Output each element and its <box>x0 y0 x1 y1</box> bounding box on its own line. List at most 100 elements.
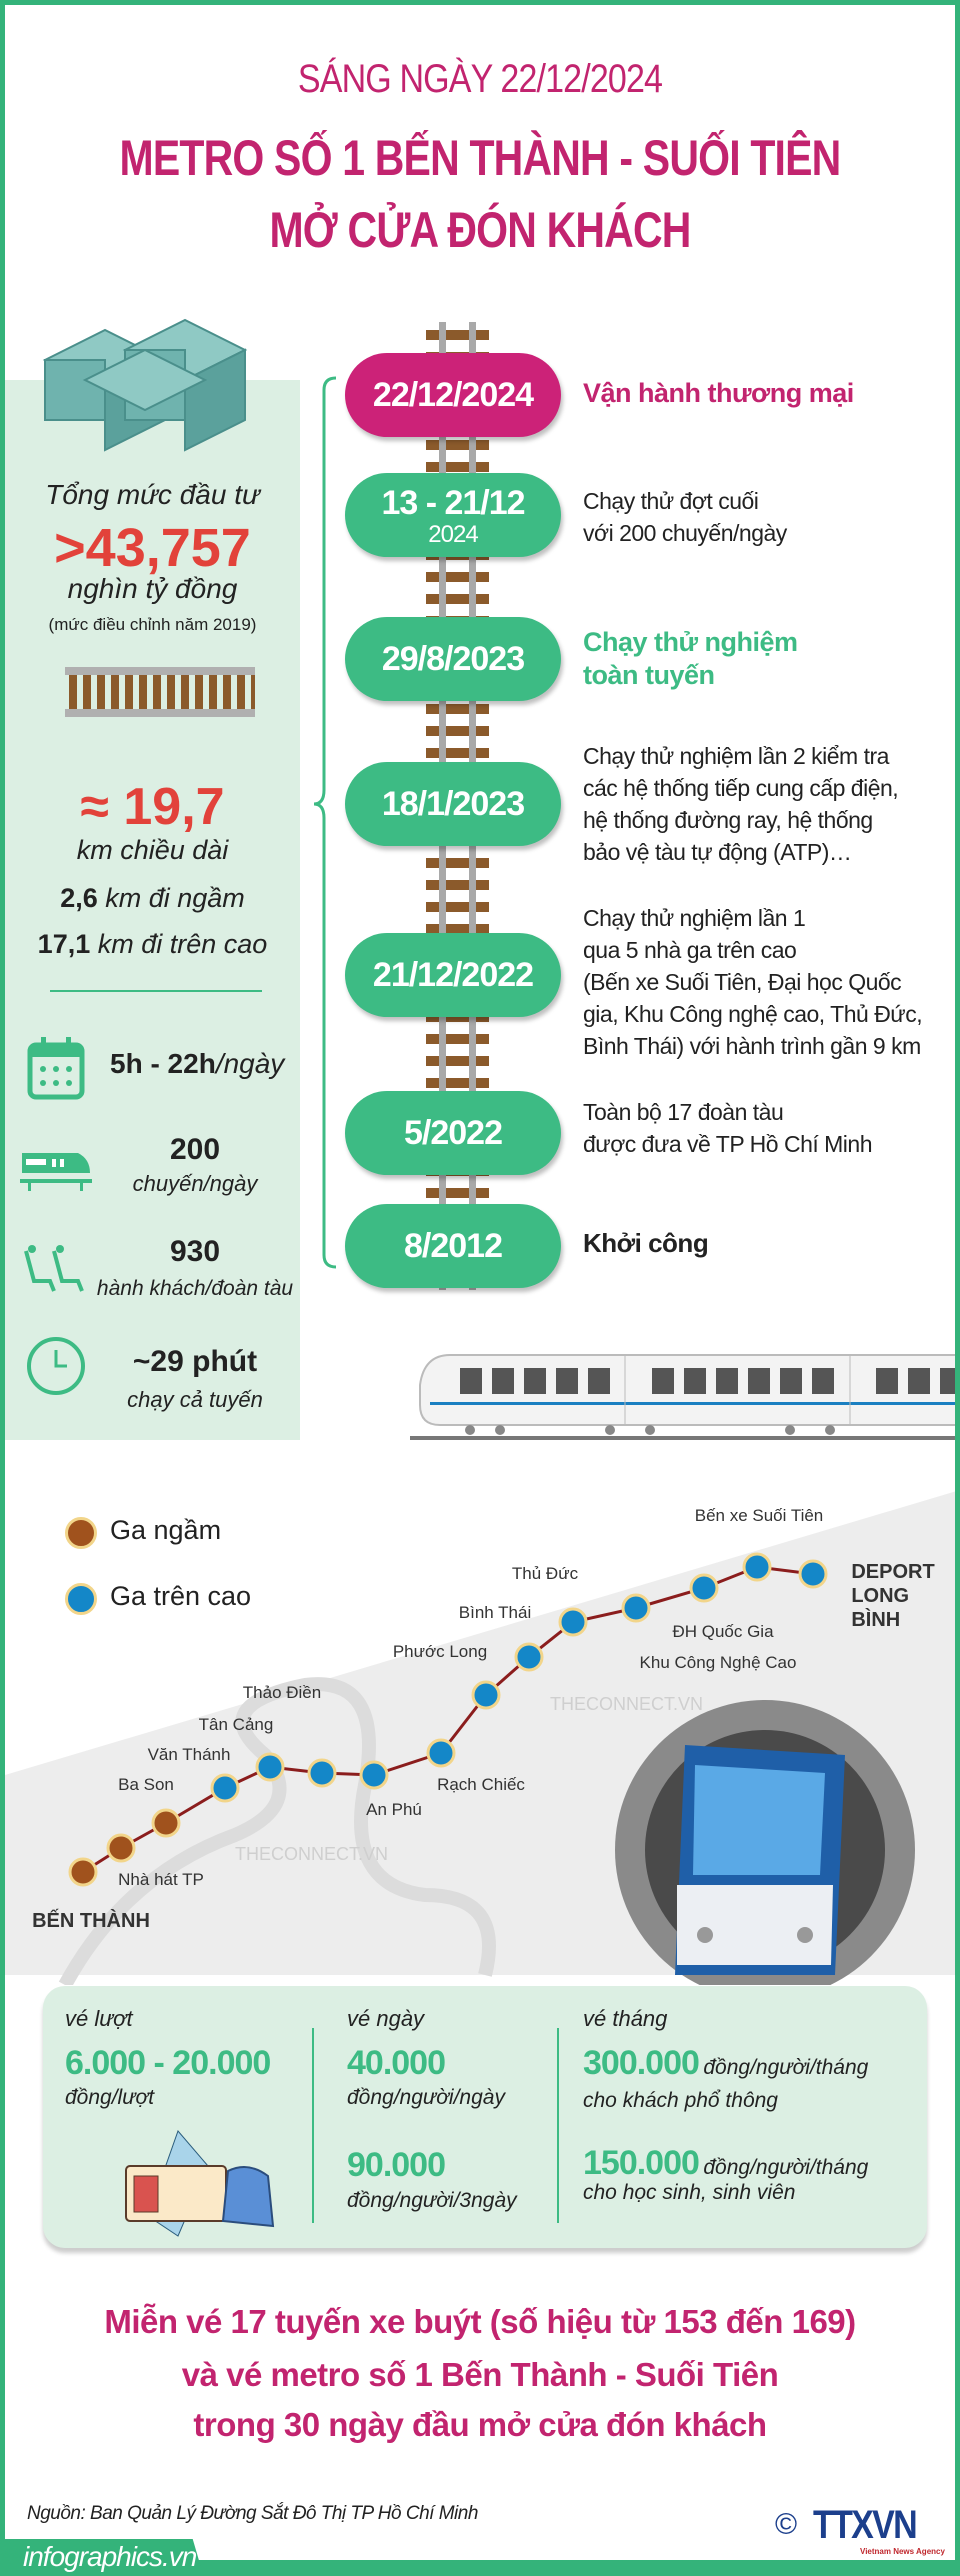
train-window <box>908 1368 930 1394</box>
length-value: ≈ 19,7 <box>80 778 225 836</box>
ttxvn-tagline: Vietnam News Agency <box>860 2547 945 2556</box>
daily-ticket-unit-2: đồng/người/3ngày <box>347 2189 517 2212</box>
ticket-prices-panel: vé lượt 6.000 - 20.000 đồng/lượt vé ngày… <box>43 1986 927 2248</box>
rail-sleeper <box>426 726 489 736</box>
capacity-unit: hành khách/đoàn tàu <box>96 1277 294 1300</box>
timeline-date: 8/2012 <box>404 1226 503 1265</box>
daily-ticket-price-1: 40.000 <box>347 2044 446 2082</box>
timeline-date: 13 - 21/12 <box>381 483 525 522</box>
station-label: ĐH Quốc Gia <box>672 1622 774 1641</box>
rail-sleeper <box>426 462 489 472</box>
operating-hours-value: 5h - 22h <box>110 1048 216 1079</box>
station-label: Tân Cảng <box>198 1715 274 1734</box>
tunnel-train-illustration <box>615 1700 915 1985</box>
rail-sleeper <box>83 675 91 709</box>
train-window <box>588 1368 610 1394</box>
monthly-ticket-price-2: 150.000 <box>583 2144 700 2182</box>
rail-sleeper <box>426 858 489 868</box>
rail-sleeper <box>426 902 489 912</box>
station-label: Phước Long <box>392 1642 488 1661</box>
station-label: Rạch Chiếc <box>437 1775 525 1794</box>
legend-elevated-label: Ga trên cao <box>110 1581 252 1611</box>
station-label: Thảo Điền <box>242 1683 322 1702</box>
timeline-date-pill: 13 - 21/12 2024 <box>345 473 561 557</box>
timeline-date-pill: 8/2012 <box>345 1204 561 1288</box>
train-window <box>876 1368 898 1394</box>
rail-sleeper <box>426 748 489 758</box>
train-icon <box>20 1153 92 1191</box>
legend-underground-dot <box>65 1517 97 1549</box>
investment-unit: nghìn tỷ đồng <box>67 573 238 604</box>
rail-sleeper <box>426 572 489 582</box>
monthly-ticket-heading: vé tháng <box>583 2006 668 2031</box>
train-window <box>780 1368 802 1394</box>
station-dot <box>558 1607 588 1637</box>
money-stack-icon <box>42 318 248 452</box>
duration-value: ~29 phút <box>132 1345 258 1378</box>
rail-sleeper <box>426 330 489 340</box>
train-window <box>524 1368 546 1394</box>
underground-length-value: 2,6 <box>60 883 98 913</box>
elevated-length-value: 17,1 <box>37 929 91 959</box>
station-label: BẾN THÀNH <box>32 1910 150 1932</box>
watermark: THECONNECT.VN <box>235 1844 388 1864</box>
train-window <box>492 1368 514 1394</box>
station-dot <box>307 1758 337 1788</box>
station-dot <box>106 1833 136 1863</box>
daily-ticket-price-2: 90.000 <box>347 2146 446 2184</box>
legend-elevated-dot <box>65 1583 97 1615</box>
rail-sleeper <box>426 1034 489 1044</box>
timeline-date: 5/2022 <box>404 1113 503 1152</box>
timeline-description: Chạy thử nghiệm toàn tuyến <box>583 627 798 690</box>
route-map: THECONNECT.VN THECONNECT.VN <box>5 1491 955 1985</box>
legend-underground-label: Ga ngầm <box>110 1515 222 1545</box>
elevated-length-label: km đi trên cao <box>97 929 268 959</box>
operating-hours: 5h - 22h/ngày <box>110 1048 284 1080</box>
operating-hours-unit: /ngày <box>215 1048 285 1079</box>
underground-length: 2,6 km đi ngầm <box>5 883 300 914</box>
train-window <box>812 1368 834 1394</box>
investment-note: (mức điều chỉnh năm 2019) <box>48 615 257 634</box>
calendar-icon <box>27 1037 85 1100</box>
timeline-date-pill: 18/1/2023 <box>345 762 561 846</box>
train-window <box>556 1368 578 1394</box>
watermark: THECONNECT.VN <box>550 1694 703 1714</box>
trips-unit: chuyến/ngày <box>132 1171 258 1196</box>
station-dot <box>151 1808 181 1838</box>
rail-sleeper <box>426 1188 489 1198</box>
train-window <box>652 1368 674 1394</box>
rail-sleeper <box>195 675 203 709</box>
rail-sleeper <box>426 880 489 890</box>
rail-sleeper <box>97 675 105 709</box>
rail-sleeper <box>139 675 147 709</box>
station-dot <box>689 1573 719 1603</box>
footer-site-link[interactable]: infographics.vn <box>23 2541 197 2572</box>
rail-sleeper <box>426 704 489 714</box>
timeline-date-pill: 5/2022 <box>345 1091 561 1175</box>
station-dot <box>514 1642 544 1672</box>
metro-train-illustration <box>410 1354 955 1440</box>
station-label: An Phú <box>366 1800 422 1819</box>
monthly-ticket-price-1: 300.000 <box>583 2044 700 2082</box>
promo-line-2: và vé metro số 1 Bến Thành - Suối Tiên <box>181 2356 779 2393</box>
timeline-date-pill: 22/12/2024 <box>345 353 561 437</box>
station-label: Bến xe Suối Tiên <box>694 1506 824 1525</box>
timeline-date: 22/12/2024 <box>372 375 534 414</box>
rail-sleeper <box>251 675 255 709</box>
source-note: Nguồn: Ban Quản Lý Đường Sắt Đô Thị TP H… <box>27 2503 478 2524</box>
duration-unit: chạy cả tuyến <box>127 1387 263 1412</box>
monthly-ticket-note-1: cho khách phổ thông <box>583 2089 778 2112</box>
title-line-1: METRO SỐ 1 BẾN THÀNH - SUỐI TIÊN <box>119 130 842 186</box>
summary-panel <box>5 380 300 1440</box>
station-dot <box>798 1559 828 1589</box>
station-label: Khu Công Nghệ Cao <box>639 1653 797 1672</box>
rail-sleeper <box>223 675 231 709</box>
timeline-description: Khởi công <box>583 1228 709 1258</box>
timeline-description: Chạy thử nghiệm lần 1 qua 5 nhà ga trên … <box>583 905 923 1059</box>
subtitle: SÁNG NGÀY 22/12/2024 <box>297 57 663 101</box>
promo-line-1: Miễn vé 17 tuyến xe buýt (số hiệu từ 153… <box>104 2303 856 2340</box>
timeline-description: Toàn bộ 17 đoàn tàu được đưa về TP Hồ Ch… <box>583 1099 873 1157</box>
rail-sleeper <box>209 675 217 709</box>
station-label: Bình Thái <box>458 1603 532 1622</box>
